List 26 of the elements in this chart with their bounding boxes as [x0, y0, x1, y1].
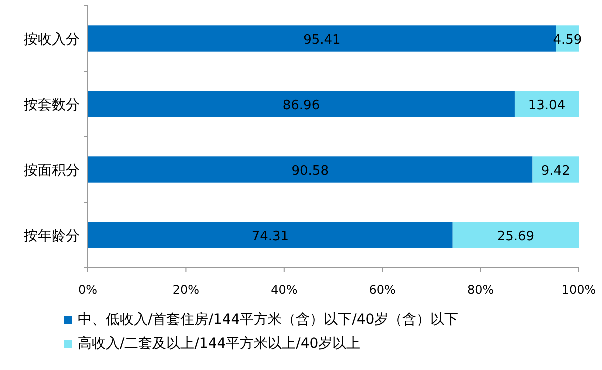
- bar: [532, 156, 579, 183]
- data-label: 13.04: [528, 98, 566, 114]
- legend-label: 高收入/二套及以上/144平方米以上/40岁以上: [78, 336, 361, 352]
- legend-label: 中、低收入/首套住房/144平方米（含）以下/40岁（含）以下: [78, 312, 459, 328]
- data-label: 9.42: [541, 164, 570, 179]
- bar: [88, 222, 453, 248]
- x-tick-label: 80%: [467, 283, 494, 297]
- x-tick-label: 40%: [271, 283, 298, 297]
- y-tick-label: 按收入分: [24, 32, 80, 48]
- x-tick-label: 0%: [78, 283, 98, 297]
- bar: [452, 222, 579, 248]
- bar: [514, 91, 579, 118]
- y-tick-label: 按面积分: [24, 162, 80, 179]
- data-label: 86.96: [282, 98, 320, 114]
- bar: [88, 91, 515, 118]
- x-tick-label: 20%: [172, 283, 200, 297]
- data-label: 90.58: [292, 164, 329, 179]
- y-tick-label: 按套数分: [24, 97, 80, 114]
- x-tick-label: 60%: [369, 283, 396, 297]
- data-label: 25.69: [497, 229, 535, 244]
- data-label: 74.31: [252, 229, 290, 244]
- data-label: 95.41: [304, 32, 341, 48]
- bar: [88, 156, 533, 183]
- x-tick-label: 100%: [562, 283, 596, 297]
- data-label: 4.59: [553, 32, 582, 48]
- y-tick-label: 按年龄分: [24, 228, 80, 244]
